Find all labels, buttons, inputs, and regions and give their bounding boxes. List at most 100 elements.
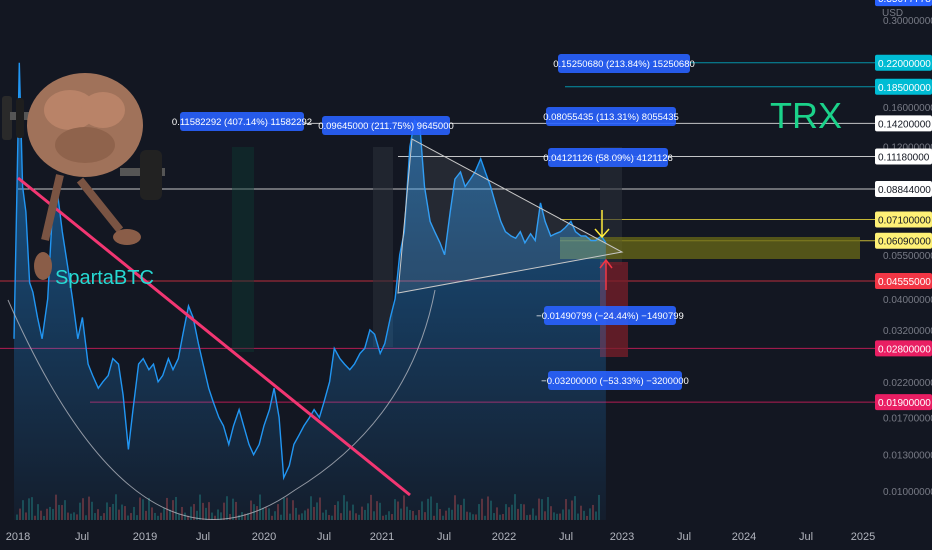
measure-label-bg: [180, 112, 304, 131]
price-level-badge-bg: [875, 78, 932, 95]
price-level-badge-bg: [875, 148, 932, 165]
x-tick-label: 2021: [370, 531, 394, 543]
price-level-badge: 0.14200000: [875, 115, 932, 132]
measure-label-bg: [544, 306, 676, 325]
measure-label-bg: [558, 54, 690, 73]
x-tick-label: 2020: [252, 531, 276, 543]
price-level-badge-bg: [875, 394, 932, 411]
measure-label-text: 0.04121126 (58.09%) 4121126: [543, 153, 673, 164]
yellow-arrow-head: [594, 228, 610, 239]
x-tick-label: Jul: [799, 531, 813, 543]
measure-label: 0.15250680 (213.84%) 15250680: [553, 54, 695, 73]
measure-label-bg: [322, 116, 450, 135]
price-level-badge: 0.35077778: [875, 0, 932, 7]
price-level-badge-text: 0.08844000: [878, 185, 931, 196]
measure-label: −0.03200000 (−53.33%) −3200000: [541, 371, 689, 390]
price-level-badge: 0.06090000: [875, 232, 932, 249]
price-level-badge-text: 0.02800000: [878, 344, 931, 355]
price-level-badge-bg: [875, 232, 932, 249]
y-tick-label: 0.01700000: [883, 413, 932, 424]
x-tick-label: 2019: [133, 531, 157, 543]
price-level-badge-bg: [875, 0, 932, 7]
price-level-badge-text: 0.11180000: [878, 153, 930, 164]
x-tick-label: 2022: [492, 531, 516, 543]
y-tick-label: 0.01300000: [883, 451, 932, 462]
price-level-badge-bg: [875, 340, 932, 357]
price-area: [14, 62, 606, 521]
price-level-badge-text: 0.04555000: [878, 277, 931, 288]
price-level-badge: 0.07100000: [875, 211, 932, 228]
y-tick-label: 0.30000000: [883, 16, 932, 27]
price-level-badge-text: 0.35077778: [878, 0, 931, 5]
triangle-pattern: [397, 138, 624, 294]
price-level-badge-bg: [875, 115, 932, 132]
price-level-badge: 0.01900000: [875, 394, 932, 411]
x-tick-label: 2025: [851, 531, 875, 543]
measure-label-bg: [548, 148, 668, 167]
x-axis: 2018 Jul 2019 Jul 2020 Jul 2021 Jul 2022 Jul 2023 J…: [6, 531, 875, 543]
price-level-badge-bg: [875, 54, 932, 71]
measure-label: 0.04121126 (58.09%) 4121126: [543, 148, 673, 167]
highlight-band: [232, 147, 254, 352]
y-tick-label: 0.03200000: [883, 326, 932, 337]
measure-label-text: −0.03200000 (−53.33%) −3200000: [541, 376, 689, 387]
x-tick-label: Jul: [677, 531, 691, 543]
downtrend-line: [17, 176, 411, 497]
measure-label: 0.09645000 (211.75%) 9645000: [318, 116, 454, 135]
price-level-badge-text: 0.14200000: [878, 119, 931, 130]
measure-labels: 0.11582292 (407.14%) 11582292 0.09645000 …: [172, 54, 695, 390]
highlight-band: [373, 147, 393, 347]
measure-label-text: 0.11582292 (407.14%) 11582292: [172, 117, 312, 128]
price-level-badge: 0.04555000: [875, 272, 932, 289]
highlight-band: [600, 147, 622, 265]
watermark-text: SpartaBTC: [55, 267, 154, 289]
measure-label: −0.01490799 (−24.44%) −1490799: [536, 306, 684, 325]
series-layer: [13, 62, 607, 521]
measure-label: 0.11582292 (407.14%) 11582292: [172, 112, 312, 131]
price-level-badge: 0.22000000: [875, 54, 932, 71]
red-arrow-head: [599, 258, 613, 269]
brain-mascot-image: [2, 73, 165, 280]
y-tick-label: 0.02200000: [883, 378, 932, 389]
price-level-badge-text: 0.18500000: [878, 83, 931, 94]
price-level-badge-bg: [875, 272, 932, 289]
x-tick-label: 2024: [732, 531, 756, 543]
price-line: [13, 62, 607, 481]
currency-label: USD: [882, 8, 903, 19]
measure-label: 0.08055435 (113.31%) 8055435: [543, 107, 679, 126]
price-level-badge-bg: [875, 181, 932, 198]
price-level-badge-text: 0.22000000: [878, 59, 931, 70]
measure-label-bg: [546, 107, 676, 126]
y-axis: 0.30000000 0.16000000 0.12000000 0.05500000…: [875, 0, 932, 498]
price-level-badge: 0.18500000: [875, 78, 932, 95]
y-tick-label: 0.05500000: [883, 251, 932, 262]
price-level-badge-text: 0.07100000: [878, 215, 931, 226]
y-tick-label: 0.01000000: [883, 487, 932, 498]
y-tick-label: 0.04000000: [883, 295, 932, 306]
measure-label-text: 0.08055435 (113.31%) 8055435: [543, 112, 679, 123]
price-level-badge: 0.08844000: [875, 181, 932, 198]
price-level-badge-text: 0.01900000: [878, 398, 931, 409]
price-level-badge: 0.11180000: [875, 148, 932, 165]
measure-label-text: 0.09645000 (211.75%) 9645000: [318, 121, 454, 132]
x-tick-label: Jul: [437, 531, 451, 543]
y-tick-label: 0.12000000: [883, 143, 932, 154]
drawings: [7, 138, 624, 521]
x-tick-label: Jul: [75, 531, 89, 543]
price-level-badge-text: 0.06090000: [878, 237, 931, 248]
x-tick-label: 2023: [610, 531, 634, 543]
symbol-label: TRX: [770, 95, 842, 136]
x-tick-label: Jul: [317, 531, 331, 543]
price-level-badge: 0.02800000: [875, 340, 932, 357]
yellow-zone: [560, 237, 860, 259]
x-tick-label: 2018: [6, 531, 30, 543]
x-tick-label: Jul: [559, 531, 573, 543]
measure-label-bg: [548, 371, 682, 390]
price-level-badge-bg: [875, 211, 932, 228]
measure-label-text: −0.01490799 (−24.44%) −1490799: [536, 311, 684, 322]
cup-arc: [7, 289, 436, 521]
measure-label-text: 0.15250680 (213.84%) 15250680: [553, 59, 695, 70]
x-tick-label: Jul: [196, 531, 210, 543]
y-tick-label: 0.16000000: [883, 103, 932, 114]
